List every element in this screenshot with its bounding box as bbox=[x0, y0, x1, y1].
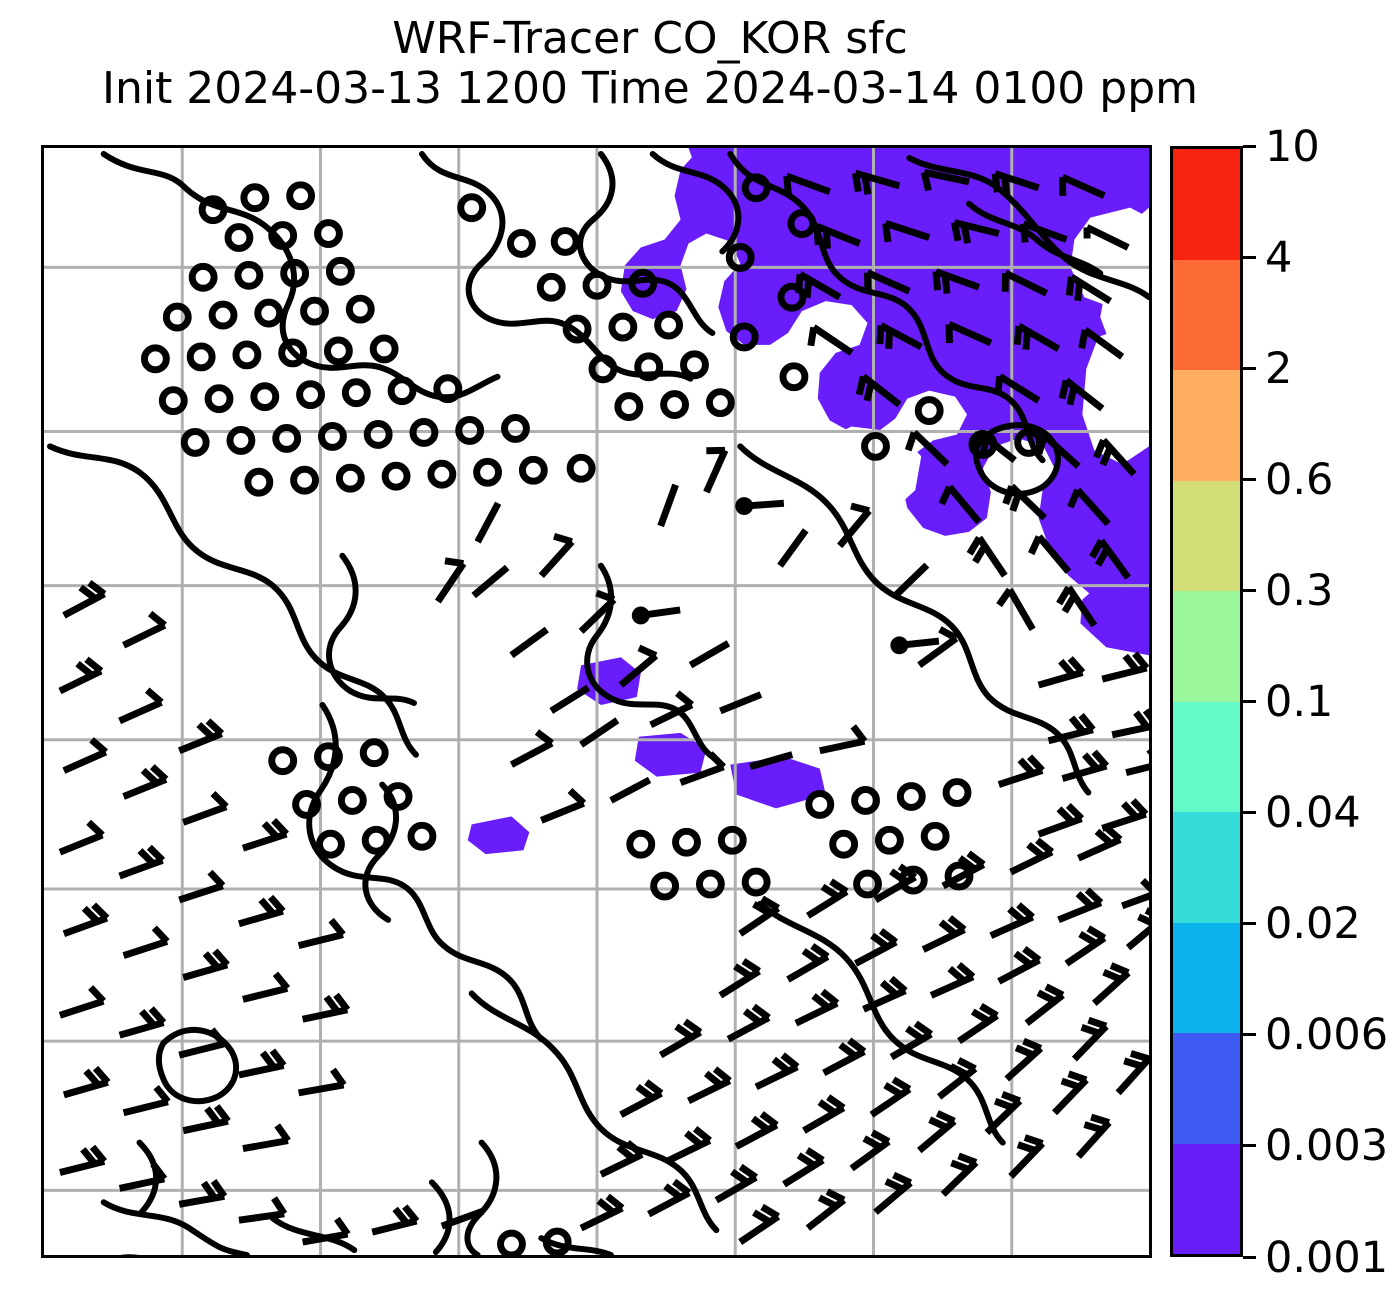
colorbar-tick-mark bbox=[1243, 588, 1256, 592]
colorbar-band-0.04-0.02 bbox=[1173, 812, 1240, 923]
colorbar-band-0.1-0.04 bbox=[1173, 701, 1240, 812]
colorbar-tick-mark bbox=[1243, 477, 1256, 481]
colorbar bbox=[1170, 146, 1243, 1257]
colorbar-tick-label: 4 bbox=[1265, 232, 1293, 283]
map-canvas bbox=[44, 148, 1149, 1255]
colorbar-tick-mark bbox=[1243, 144, 1256, 148]
colorbar-tick-label: 0.6 bbox=[1265, 454, 1334, 505]
colorbar-band-10-4 bbox=[1173, 149, 1240, 260]
colorbar-band-0.02-0.006 bbox=[1173, 922, 1240, 1033]
colorbar-band-0.003-0.001 bbox=[1173, 1143, 1240, 1254]
colorbar-tick-label: 0.003 bbox=[1265, 1121, 1389, 1172]
colorbar-band-2-0.6 bbox=[1173, 370, 1240, 481]
colorbar-tick-mark bbox=[1243, 1144, 1256, 1148]
colorbar-tick-mark bbox=[1243, 922, 1256, 926]
colorbar-tick-label: 2 bbox=[1265, 343, 1293, 394]
colorbar-tick-labels: 10 4 2 0.6 0.3 0.1 0.04 0.02 0.006 0.003… bbox=[1243, 125, 1393, 1279]
wind-barb bbox=[994, 652, 1149, 835]
colorbar-tick-mark bbox=[1243, 255, 1256, 259]
colorbar-tick-mark bbox=[1243, 1033, 1256, 1037]
colorbar-tick-mark bbox=[1243, 700, 1256, 703]
map-plot-area bbox=[41, 145, 1152, 1258]
chart-title-line2: Init 2024-03-13 1200 Time 2024-03-14 010… bbox=[101, 63, 1199, 114]
colorbar-tick-label: 0.02 bbox=[1265, 899, 1361, 950]
colorbar-band-0.6-0.3 bbox=[1173, 480, 1240, 591]
colorbar-tick-label: 0.001 bbox=[1265, 1232, 1389, 1283]
colorbar-tick-mark bbox=[1243, 1255, 1256, 1259]
chart-title: WRF-Tracer CO_KOR sfc Init 2024-03-13 12… bbox=[0, 14, 1300, 114]
wind-barb bbox=[53, 579, 348, 1220]
colorbar-tick-mark bbox=[1243, 366, 1256, 370]
chart-title-line1: WRF-Tracer CO_KOR sfc bbox=[392, 13, 908, 64]
colorbar-band-0.006-0.003 bbox=[1173, 1033, 1240, 1144]
wind-barb bbox=[574, 824, 1149, 1242]
colorbar-tick-label: 0.04 bbox=[1265, 788, 1361, 839]
colorbar-tick-label: 0.1 bbox=[1265, 677, 1334, 727]
colorbar-band-0.3-0.1 bbox=[1173, 591, 1240, 702]
colorbar-tick-mark bbox=[1243, 811, 1256, 815]
colorbar-band-4-2 bbox=[1173, 259, 1240, 370]
colorbar-tick-label: 0.3 bbox=[1265, 565, 1334, 616]
colorbar-tick-label: 10 bbox=[1265, 121, 1320, 172]
colorbar-tick-label: 0.006 bbox=[1265, 1010, 1389, 1061]
